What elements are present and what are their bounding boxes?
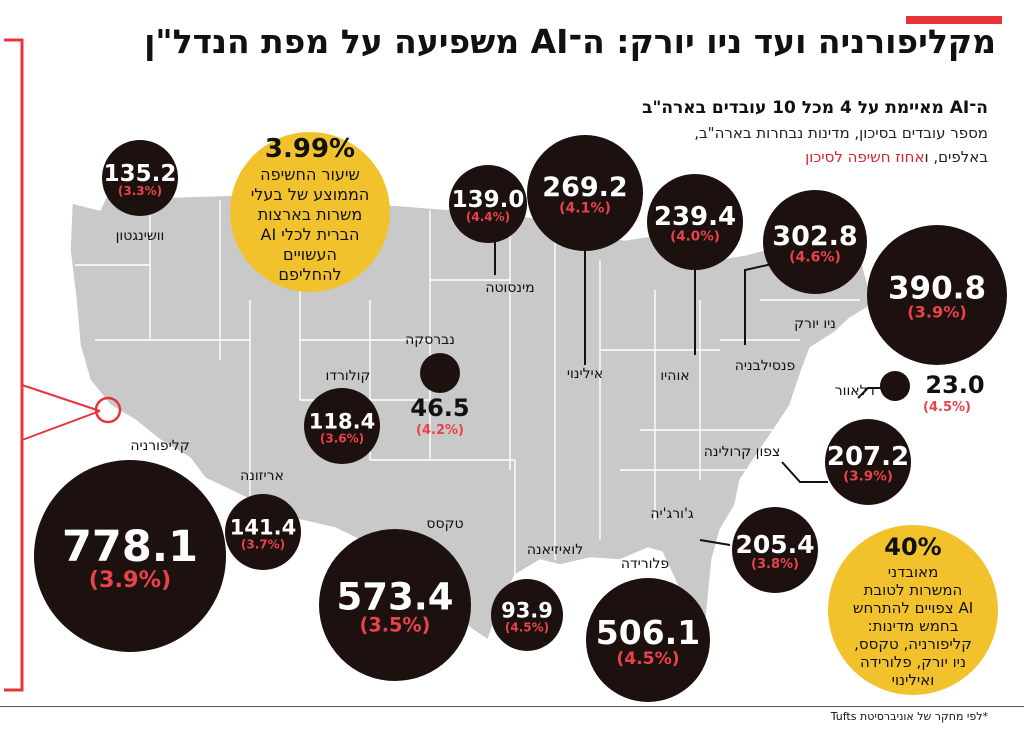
- callout-1-line-3: בחמש מדינות:: [868, 617, 959, 635]
- state-3-value: 239.4: [654, 202, 736, 232]
- state-11-value: 141.4: [230, 516, 296, 540]
- state-1-bubble: [449, 165, 527, 243]
- callout-0-line-2: משרות בארצות: [258, 205, 363, 224]
- state-0-label: וושינגטון: [116, 228, 165, 244]
- callout-0-line-0: שיעור החשיפה: [260, 165, 360, 184]
- state-10-label: קליפורניה: [130, 438, 189, 454]
- state-3-bubble: [647, 174, 743, 270]
- callout-0-line-3: הברית לכלי AI: [261, 225, 360, 244]
- state-5-bubble: [867, 225, 1007, 365]
- state-12-value: 573.4: [336, 575, 453, 618]
- state-2-exposure: (4.1%): [559, 200, 611, 216]
- state-12-bubble: [319, 529, 471, 681]
- state-12-exposure: (3.5%): [360, 614, 431, 637]
- state-8-bubble: [880, 371, 910, 401]
- description-highlight: אחוז חשיפה לסיכון: [805, 148, 925, 166]
- callout-1-line-6: ואילינוי: [892, 671, 935, 689]
- state-0-value: 135.2: [104, 161, 177, 187]
- page-title: מקליפורניה ועד ניו יורק: ה־AI משפיעה על …: [144, 22, 996, 61]
- callout-1-line-5: ניו יורק, פלורידה: [860, 653, 966, 671]
- state-11-bubble: [225, 494, 301, 570]
- state-4-label: פנסילבניה: [735, 358, 796, 374]
- callout-0-line-4: העשויים: [283, 245, 337, 264]
- chart-subtitle: ה־AI מאיימת על 4 מכל 10 עובדים בארה"ב: [642, 98, 988, 118]
- callout-0-circle: [230, 132, 390, 292]
- callout-1-line-4: קליפורניה, טקסס,: [854, 635, 972, 653]
- chart-description-line1: מספר עובדים בסיכון, מדינות נבחרות בארה"ב…: [694, 124, 988, 142]
- state-11-exposure: (3.7%): [241, 538, 285, 552]
- state-14-exposure: (4.5%): [616, 649, 679, 669]
- state-1-value: 139.0: [452, 187, 525, 213]
- state-10-bubble: [34, 460, 226, 652]
- left-bracket: [4, 38, 24, 692]
- state-13-exposure: (4.5%): [505, 621, 549, 635]
- callout-1-line-0: מאובדני: [888, 563, 939, 581]
- state-14-value: 506.1: [596, 613, 700, 652]
- state-borders: [75, 197, 860, 575]
- callout-0-line-1: הממוצע של בעלי: [251, 185, 370, 204]
- state-7-bubble: [304, 388, 380, 464]
- state-5-label: ניו יורק: [794, 316, 836, 332]
- state-10-value: 778.1: [62, 522, 198, 572]
- footer-rule: [0, 706, 1024, 707]
- state-1-exposure: (4.4%): [466, 210, 510, 224]
- state-11-label: אריזונה: [240, 468, 284, 484]
- bracket-pointer: [21, 384, 101, 441]
- state-15-bubble: [732, 507, 818, 593]
- state-15-exposure: (3.8%): [751, 557, 799, 572]
- state-6-label: נברסקה: [405, 332, 455, 348]
- state-14-label: פלורידה: [621, 556, 669, 572]
- state-7-exposure: (3.6%): [320, 432, 364, 446]
- state-0-bubble: [102, 140, 178, 216]
- state-8-value: 23.0: [925, 371, 984, 399]
- chart-description-line2: באלפים, ואחוז חשיפה לסיכון: [805, 148, 988, 166]
- state-9-label: צפון קרולינה: [704, 444, 781, 460]
- state-15-value: 205.4: [735, 530, 814, 559]
- callout-1-figure: 40%: [884, 533, 941, 561]
- state-13-value: 93.9: [501, 599, 553, 623]
- callout-1-line-2: AI צפויים להתרחש: [853, 599, 973, 617]
- california-marker: [94, 396, 122, 424]
- state-8-exposure: (4.5%): [923, 400, 971, 415]
- state-15-label: ג'ורג'יה: [650, 506, 693, 522]
- state-14-bubble: [586, 578, 710, 702]
- state-3-exposure: (4.0%): [670, 229, 720, 245]
- state-6-value: 46.5: [410, 394, 469, 422]
- description-plain: באלפים, ו: [924, 148, 988, 166]
- state-4-bubble: [763, 190, 867, 294]
- state-9-exposure: (3.9%): [843, 469, 893, 485]
- state-6-exposure: (4.2%): [416, 423, 464, 438]
- state-4-exposure: (4.6%): [789, 249, 841, 265]
- callout-0-figure: 3.99%: [265, 134, 355, 164]
- state-10-exposure: (3.9%): [89, 567, 171, 593]
- state-2-bubble: [527, 135, 643, 251]
- callout-1-circle: [828, 525, 998, 695]
- state-12-label: טקסס: [426, 516, 463, 532]
- state-6-bubble: [420, 353, 460, 393]
- callout-1-line-1: המשרות לטובת: [864, 581, 963, 599]
- state-9-bubble: [825, 419, 911, 505]
- callout-0-line-5: להחליפם: [278, 265, 341, 284]
- state-7-label: קולורדו: [326, 368, 371, 384]
- state-0-exposure: (3.3%): [118, 184, 162, 198]
- state-4-value: 302.8: [772, 221, 857, 252]
- state-2-label: אילינוי: [567, 366, 603, 382]
- source-footnote: *לפי מחקר של אוניברסיטת Tufts: [830, 710, 988, 723]
- state-13-label: לואיזיאנה: [527, 542, 583, 558]
- state-5-value: 390.8: [888, 271, 986, 307]
- state-8-label: דלאוור: [835, 383, 876, 399]
- state-1-label: מינסוטה: [485, 280, 534, 296]
- state-5-exposure: (3.9%): [907, 302, 966, 321]
- state-2-value: 269.2: [542, 172, 627, 203]
- state-13-bubble: [491, 579, 563, 651]
- state-9-value: 207.2: [827, 442, 909, 472]
- state-7-value: 118.4: [309, 410, 375, 434]
- state-3-label: אוהיו: [660, 368, 689, 384]
- accent-bar: [906, 16, 1002, 24]
